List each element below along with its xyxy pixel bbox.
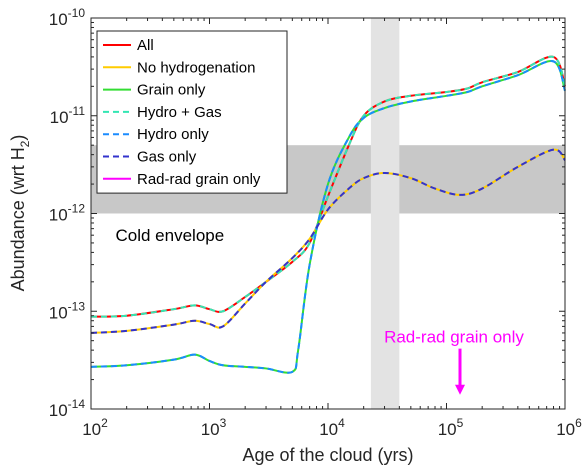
legend: All No hydrogenation Grain only Hydro + Gas… xyxy=(96,30,288,194)
series-line-gas-only xyxy=(90,148,566,334)
legend-label-no-hydrogenation: No hydrogenation xyxy=(137,59,255,76)
y-axis-label-close: ) xyxy=(8,135,28,141)
y-axis-label: Abundance (wrt H2) xyxy=(8,135,32,292)
x-axis-label: Age of the cloud (yrs) xyxy=(242,445,413,465)
rad-rad-grain-label: Rad-rad grain only xyxy=(384,328,524,347)
cold-envelope-label: Cold envelope xyxy=(116,226,225,245)
y-tick-label: 10-11 xyxy=(50,104,86,127)
y-axis-label-main: Abundance (wrt H xyxy=(8,147,28,291)
x-tick-label: 106 xyxy=(556,416,582,439)
y-tick-label: 10-14 xyxy=(49,397,86,420)
axis-tick-labels: 102 103 104 105 106 10-14 10-13 10-12 10-11 10-10 xyxy=(49,6,582,439)
vertical-shaded-band xyxy=(370,18,400,409)
y-tick-label: 10-10 xyxy=(49,6,86,29)
legend-label-rad-rad-grain-only: Rad-rad grain only xyxy=(137,171,261,188)
series-lines xyxy=(90,55,566,374)
annotations: Cold envelope Rad-rad grain only xyxy=(116,226,524,395)
legend-label-gas-only: Gas only xyxy=(137,149,197,166)
y-axis-label-sub: 2 xyxy=(18,140,32,147)
legend-label-hydro-gas: Hydro + Gas xyxy=(137,104,222,121)
legend-label-hydro-only: Hydro only xyxy=(137,126,209,143)
x-tick-label: 104 xyxy=(319,416,345,439)
legend-label-all: All xyxy=(137,37,154,54)
x-tick-label: 103 xyxy=(201,416,227,439)
rad-rad-arrow-head xyxy=(455,384,466,395)
legend-label-grain-only: Grain only xyxy=(137,82,206,99)
y-tick-label: 10-12 xyxy=(49,202,86,225)
series-line-hydro-gas xyxy=(90,55,566,318)
axis-ticks xyxy=(90,17,566,410)
y-tick-label: 10-13 xyxy=(49,299,86,322)
x-tick-label: 105 xyxy=(438,416,464,439)
series-line-hydro-only xyxy=(90,60,566,374)
x-tick-label: 102 xyxy=(82,416,108,439)
